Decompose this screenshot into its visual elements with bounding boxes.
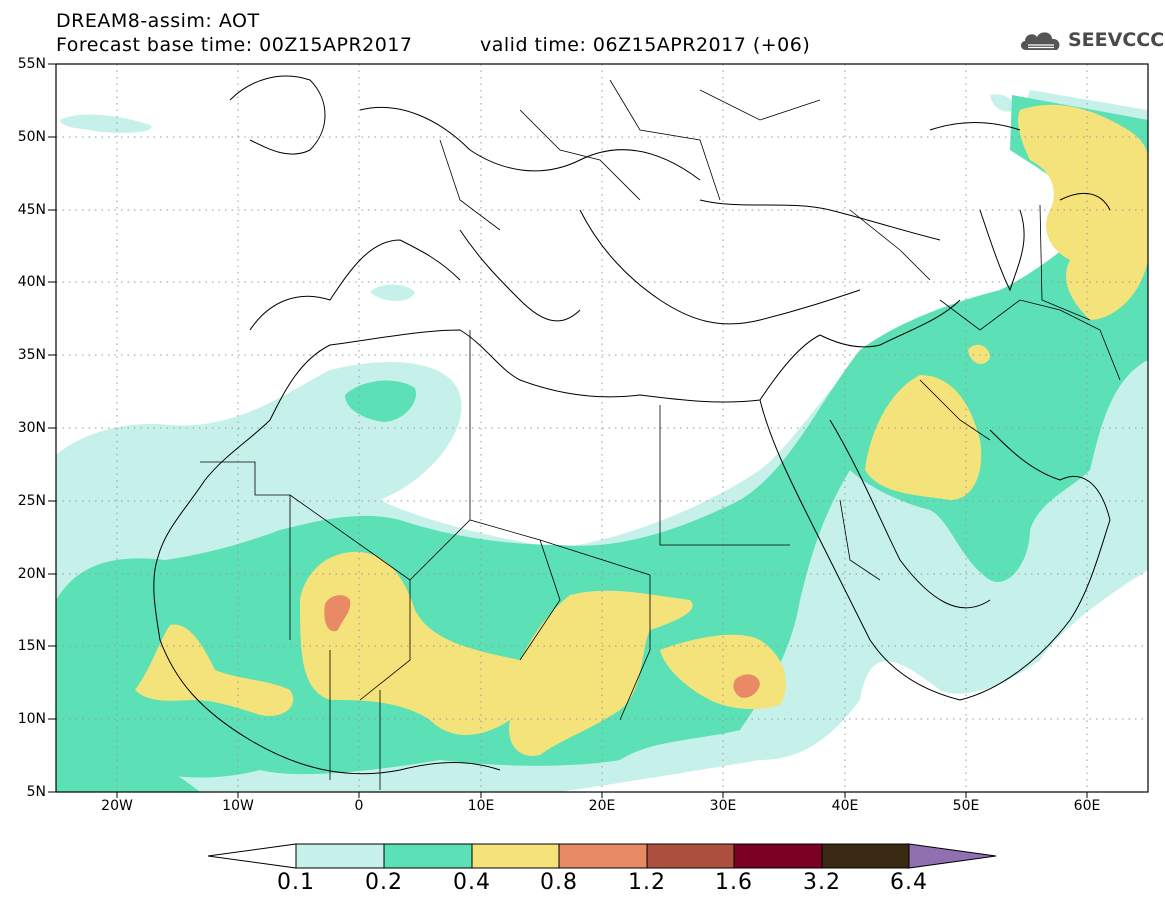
coastlines <box>153 75 1111 775</box>
colorbar-label: 1.2 <box>628 870 666 895</box>
lat-label: 35N <box>17 347 46 363</box>
colorbar-bin-4 <box>558 843 648 869</box>
aot-band-0.4 <box>135 104 1148 756</box>
valid-time: valid time: 06Z15APR2017 (+06) <box>480 34 811 56</box>
lon-label: 20W <box>101 798 133 814</box>
colorbar <box>207 843 997 869</box>
colorbar-below-triangle <box>207 843 297 869</box>
colorbar-label: 6.4 <box>890 870 928 895</box>
colorbar-label: 1.6 <box>715 870 753 895</box>
lat-label: 40N <box>17 274 46 290</box>
colorbar-label: 0.4 <box>453 870 491 895</box>
colorbar-above-triangle <box>908 843 997 869</box>
lon-label: 10E <box>467 798 495 814</box>
colorbar-label: 0.2 <box>365 870 403 895</box>
lat-label: 10N <box>17 711 46 727</box>
lat-label: 5N <box>26 784 46 800</box>
lon-label: 0 <box>354 798 364 814</box>
forecast-base-time: Forecast base time: 00Z15APR2017 <box>56 34 413 56</box>
lat-label: 25N <box>17 493 46 509</box>
graticule <box>56 64 1148 792</box>
colorbar-bin-7 <box>821 843 910 869</box>
lat-label: 50N <box>17 129 46 145</box>
colorbar-bin-1 <box>295 843 385 869</box>
lat-label: 45N <box>17 202 46 218</box>
colorbar-label: 0.8 <box>540 870 578 895</box>
chart-title: DREAM8-assim: AOT <box>56 10 260 32</box>
lon-label: 50E <box>952 798 980 814</box>
logo-text: SEEVCCC <box>1068 29 1165 51</box>
lat-label: 15N <box>17 638 46 654</box>
seevccc-logo: SEEVCCC <box>1018 22 1164 58</box>
axis-ticks <box>48 63 1088 798</box>
colorbar-bin-2 <box>383 843 473 869</box>
lat-label: 30N <box>17 420 46 436</box>
colorbar-label: 0.1 <box>277 870 315 895</box>
aot-band-0.8 <box>324 595 760 698</box>
lon-label: 30E <box>709 798 737 814</box>
lon-label: 40E <box>831 798 859 814</box>
lon-label: 60E <box>1073 798 1101 814</box>
cloud-icon <box>1020 32 1060 50</box>
colorbar-label: 3.2 <box>803 870 841 895</box>
lon-label: 10W <box>222 798 254 814</box>
lat-label: 55N <box>17 56 46 72</box>
colorbar-bin-3 <box>471 843 560 869</box>
colorbar-bin-6 <box>733 843 823 869</box>
aot-field <box>56 90 1148 792</box>
borders <box>200 79 1121 790</box>
lat-label: 20N <box>17 566 46 582</box>
lon-label: 20E <box>588 798 616 814</box>
colorbar-bin-5 <box>646 843 735 869</box>
